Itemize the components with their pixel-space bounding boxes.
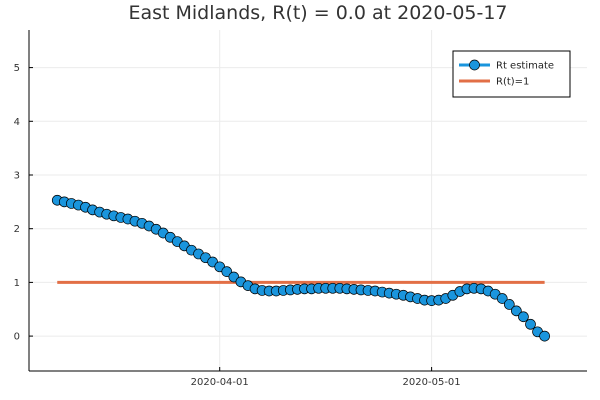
rt-point <box>525 318 536 330</box>
rt-point <box>518 311 529 323</box>
rt-point <box>511 305 522 317</box>
x-tick-label: 2020-05-01 <box>403 377 461 388</box>
y-tick-label: 0 <box>14 332 20 343</box>
y-tick-label: 1 <box>14 278 20 289</box>
x-tick-label: 2020-04-01 <box>191 377 249 388</box>
axes <box>28 30 587 372</box>
legend-label-1: R(t)=1 <box>496 77 529 88</box>
y-tick-label: 3 <box>14 170 20 181</box>
rt-point <box>539 330 550 342</box>
legend-label-0: Rt estimate <box>496 61 554 72</box>
tick-labels: 0 1 2 3 4 5 2020-04-01 2020-05-01 <box>14 63 461 388</box>
rt-point <box>503 299 515 310</box>
rt-point <box>496 293 508 304</box>
y-tick-label: 5 <box>14 63 20 74</box>
legend-box <box>452 50 571 98</box>
chart-title: East Midlands, R(t) = 0.0 at 2020-05-17 <box>128 2 507 24</box>
legend: Rt estimate R(t)=1 <box>452 50 571 98</box>
rt-point <box>221 266 233 278</box>
y-tick-label: 4 <box>14 117 20 128</box>
y-tick-label: 2 <box>14 224 20 235</box>
legend-marker-0 <box>469 59 480 71</box>
rt-series <box>51 194 550 342</box>
